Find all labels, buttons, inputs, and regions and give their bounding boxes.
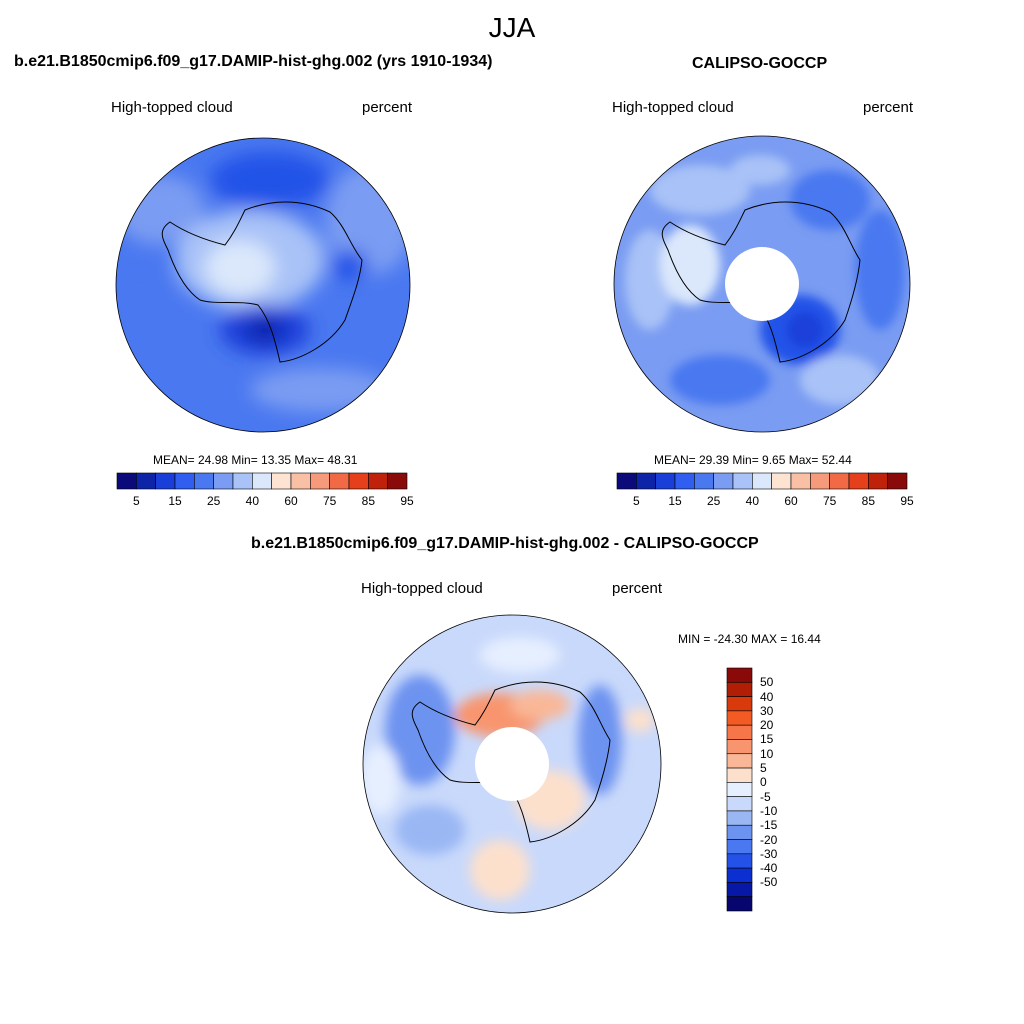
colorbar-tick-label: 40 — [245, 494, 259, 508]
colorbar-swatch — [726, 882, 753, 898]
colorbar-tick-label: 25 — [706, 494, 721, 508]
panel-1-title: b.e21.B1850cmip6.f09_g17.DAMIP-hist-ghg.… — [14, 53, 493, 70]
figure-title: JJA — [488, 12, 536, 43]
colorbar-tick-label: 10 — [760, 746, 774, 761]
colorbar-swatch — [726, 710, 753, 726]
colorbar-swatch — [726, 782, 753, 797]
colorbar-tick-label: -40 — [760, 861, 778, 876]
colorbar-tick-label: -15 — [760, 818, 778, 833]
panel-2-title: CALIPSO-GOCCP — [692, 55, 828, 72]
colorbar-tick-label: 20 — [760, 718, 774, 733]
colorbar-tick-label: -10 — [760, 803, 778, 818]
colorbar-swatch — [387, 472, 408, 490]
panel-3-title: b.e21.B1850cmip6.f09_g17.DAMIP-hist-ghg.… — [251, 535, 759, 552]
colorbar-tick-label: 30 — [760, 703, 774, 718]
colorbar-tick-label: -20 — [760, 832, 778, 847]
colorbar-swatch — [726, 839, 753, 855]
colorbar-tick-label: 40 — [745, 494, 759, 508]
panel-2-stats: MEAN= 29.39 Min= 9.65 Max= 52.44 — [654, 453, 852, 467]
colorbar-swatch — [726, 853, 753, 869]
panel-1-units-label: percent — [362, 99, 413, 116]
colorbar-tick-label: 95 — [900, 494, 914, 508]
colorbar-tick-label: 5 — [760, 761, 767, 776]
colorbar-swatch — [887, 472, 908, 490]
panel-1-stats: MEAN= 24.98 Min= 13.35 Max= 48.31 — [153, 453, 358, 467]
colorbar-tick-label: 75 — [322, 494, 337, 508]
colorbar-tick-label: 85 — [861, 494, 875, 508]
colorbar-tick-label: 40 — [760, 689, 774, 704]
panel-2-units-label: percent — [863, 99, 914, 116]
colorbar-tick-label: 85 — [361, 494, 375, 508]
colorbar-tick-label: -5 — [760, 789, 771, 804]
colorbar-tick-label: 95 — [400, 494, 414, 508]
colorbar-tick-label: 15 — [760, 732, 774, 747]
colorbar-swatch — [726, 896, 753, 912]
colorbar-swatch — [726, 867, 753, 883]
colorbar-tick-label: 5 — [132, 494, 140, 508]
colorbar-tick-label: 60 — [284, 494, 298, 508]
colorbar-swatch — [726, 696, 753, 712]
colorbar-swatch — [726, 767, 753, 783]
colorbar-swatch — [726, 824, 753, 840]
colorbar-tick-label: 50 — [760, 675, 774, 690]
colorbar-swatch — [726, 681, 753, 697]
panel-3-variable-label: High-topped cloud — [361, 580, 483, 597]
colorbar-tick-label: 5 — [632, 494, 640, 508]
colorbar-swatch — [726, 810, 753, 826]
panel-3-units-label: percent — [612, 580, 663, 597]
panel-2-variable-label: High-topped cloud — [612, 99, 734, 116]
panel-1-variable-label: High-topped cloud — [111, 99, 233, 116]
colorbar-tick-label: 75 — [822, 494, 837, 508]
colorbar-swatch — [726, 753, 753, 769]
colorbar-tick-label: -50 — [760, 875, 778, 890]
colorbar-tick-label: -30 — [760, 846, 778, 861]
colorbar-tick-label: 0 — [760, 775, 767, 790]
colorbar-tick-label: 25 — [206, 494, 221, 508]
colorbar-tick-label: 60 — [784, 494, 798, 508]
colorbar-tick-label: 15 — [668, 494, 682, 508]
colorbar-tick-label: 15 — [168, 494, 182, 508]
colorbar-swatch — [726, 667, 753, 683]
colorbar-swatch — [726, 796, 753, 812]
colorbar-swatch — [726, 739, 753, 755]
panel-3-stats: MIN = -24.30 MAX = 16.44 — [678, 632, 821, 646]
colorbar-swatch — [726, 724, 753, 740]
